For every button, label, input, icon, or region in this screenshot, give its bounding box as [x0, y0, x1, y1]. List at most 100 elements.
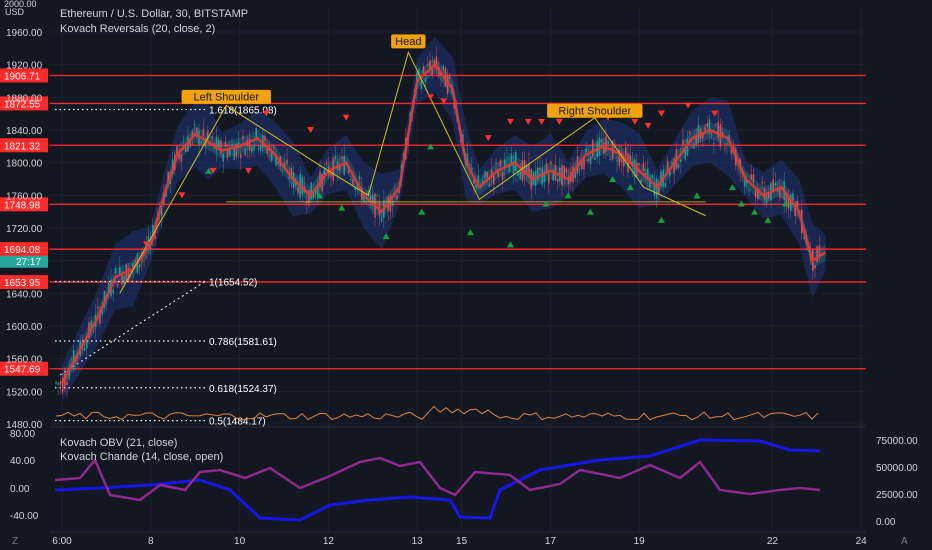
fibonacci-levels: 1.618(1865.08) 1(1654.52) 0.786(1581.61) 0.… — [55, 106, 277, 428]
candle-body — [796, 201, 799, 208]
candle-body — [526, 165, 528, 173]
head-and-shoulders-pattern — [119, 51, 707, 294]
candle-body — [717, 121, 719, 138]
candle-body — [442, 65, 444, 71]
candle-body — [651, 175, 653, 178]
candle-body — [235, 144, 238, 157]
time-axis[interactable]: 6:00 8 10 12 13 15 17 19 22 24 — [52, 536, 867, 547]
price-tick-label: 1920.00 — [6, 61, 43, 72]
buy-marker — [418, 208, 426, 215]
sell-marker — [555, 118, 563, 125]
sell-marker — [262, 110, 270, 117]
candle-body — [121, 274, 123, 285]
level-tag-label: 1906.71 — [4, 72, 41, 83]
obv-indicator-label: Kovach OBV (21, close) — [60, 437, 177, 449]
candle-body — [264, 135, 266, 141]
price-tick-label: 1520.00 — [6, 387, 43, 398]
candle-body — [116, 284, 119, 288]
candle-body — [83, 348, 86, 351]
candle-body — [68, 371, 70, 380]
sell-marker — [538, 118, 546, 125]
candle-body — [721, 131, 724, 136]
candle-body — [396, 195, 398, 200]
candle-body — [220, 140, 222, 154]
candle-body — [587, 158, 590, 162]
time-tick-label: 10 — [234, 536, 246, 547]
currency-label[interactable]: USD — [5, 7, 25, 17]
sell-marker — [307, 127, 315, 133]
zoom-z-icon[interactable]: Z — [12, 536, 18, 547]
candle-body — [552, 169, 554, 181]
chande-line — [54, 456, 821, 502]
candle-body — [132, 262, 134, 271]
candle-body — [484, 171, 486, 179]
candle-body — [290, 167, 293, 180]
candle-body — [539, 168, 541, 170]
candle-body — [288, 176, 290, 179]
candle-body — [548, 173, 550, 184]
candle-body — [510, 153, 513, 166]
candle-body — [273, 146, 275, 149]
candle-body — [768, 192, 770, 199]
sell-marker — [506, 118, 514, 125]
candle-body — [229, 148, 231, 155]
obv-line — [54, 438, 821, 522]
level-tag-label: 1653.95 — [4, 278, 41, 289]
candle-body — [339, 164, 341, 171]
level-tag-label: 1547.69 — [4, 365, 41, 376]
auto-scale-a-icon[interactable]: A — [901, 536, 908, 547]
candle-body — [468, 164, 471, 166]
current-price-countdown: 27:17 — [16, 257, 41, 268]
level-tag — [0, 138, 48, 153]
candle-body — [708, 119, 711, 134]
candle-body — [189, 138, 191, 146]
candle-body — [424, 78, 427, 83]
candle-body — [664, 183, 667, 188]
candle-body — [772, 179, 774, 193]
price-axis[interactable]: 1960.00 1920.00 1880.00 1840.00 1800.00 1760.… — [0, 28, 48, 431]
level-tag — [0, 274, 48, 289]
pane-separator — [50, 426, 866, 533]
level-tag-label: 1821.32 — [4, 141, 41, 152]
level-tag — [0, 96, 48, 111]
price-tick-label: 1720.00 — [6, 224, 43, 235]
candle-body — [167, 171, 169, 183]
candle-body — [750, 174, 752, 180]
price-tick-label: 1640.00 — [6, 289, 43, 300]
candle-body — [251, 146, 253, 153]
candle-body — [266, 148, 268, 154]
lower-right-tick: 25000.00 — [876, 490, 918, 501]
candle-body — [515, 152, 517, 172]
support-resistance-levels: 1906.71 1872.55 1821.32 1748.98 1694.08 1653.… — [0, 68, 866, 376]
level-tag — [0, 361, 48, 376]
candle-body — [499, 159, 502, 167]
candle-body — [347, 170, 350, 174]
sell-marker — [684, 102, 692, 109]
candle-body — [583, 157, 585, 170]
candle-body — [693, 144, 695, 149]
price-tick-label: 1560.00 — [6, 355, 43, 366]
candle-body — [380, 218, 383, 222]
buy-marker — [737, 200, 745, 207]
fib-label: 0.5(1484.17) — [209, 417, 266, 428]
candle-body — [275, 156, 277, 166]
candle-body — [422, 66, 425, 74]
candle-body — [372, 194, 374, 207]
sell-marker — [178, 192, 186, 199]
pattern-label: Head — [395, 36, 421, 48]
candle-body — [369, 195, 372, 200]
price-tick-label: 1840.00 — [6, 126, 43, 137]
candle-body — [713, 143, 715, 145]
candle-body — [477, 175, 480, 186]
candle-body — [471, 167, 473, 169]
candle-body — [138, 264, 141, 268]
candle-body — [691, 146, 693, 148]
price-series — [60, 62, 827, 384]
candle-body — [724, 147, 726, 149]
candle-body — [255, 127, 257, 139]
candle-body — [581, 160, 583, 170]
candle-body — [697, 124, 700, 144]
lower-left-tick: -40.00 — [10, 511, 39, 522]
candle-body — [543, 171, 546, 183]
